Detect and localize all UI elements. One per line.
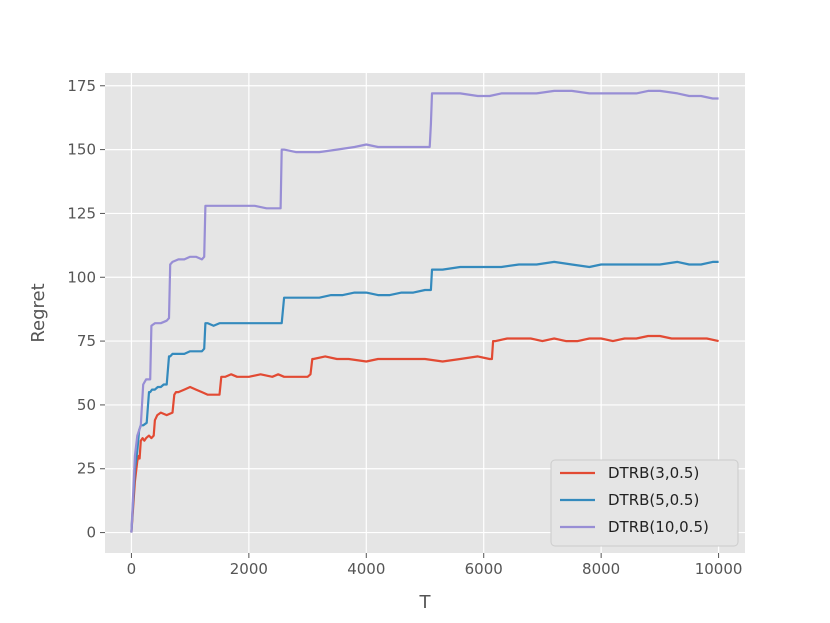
x-tick-label: 10000: [695, 560, 743, 578]
y-tick-label: 150: [67, 141, 96, 159]
series-layer: [130, 89, 719, 533]
series-line-3: [130, 89, 719, 533]
x-tick-label: 4000: [347, 560, 385, 578]
y-tick-label: 100: [67, 268, 96, 286]
legend-label-3: DTRB(10,0.5): [608, 518, 709, 536]
y-axis-label: Regret: [28, 283, 49, 342]
y-tick-label: 75: [77, 332, 96, 350]
x-tick-label: 6000: [465, 560, 503, 578]
legend-box: [550, 459, 739, 547]
legend: DTRB(3,0.5) DTRB(5,0.5) DTRB(10,0.5): [550, 459, 739, 547]
x-axis-ticks: 0 2000 4000 6000 8000 10000: [127, 553, 743, 578]
legend-label-1: DTRB(3,0.5): [608, 464, 699, 482]
y-tick-label: 125: [67, 204, 96, 222]
y-tick-label: 25: [77, 460, 96, 478]
x-tick-label: 0: [127, 560, 137, 578]
y-axis-ticks: 0 25 50 75 100 125 150 175: [67, 77, 105, 542]
y-tick-label: 175: [67, 77, 96, 95]
series-line-2: [130, 260, 719, 533]
x-tick-label: 8000: [582, 560, 620, 578]
grid-lines: [105, 73, 745, 553]
legend-label-2: DTRB(5,0.5): [608, 491, 699, 509]
y-tick-label: 50: [77, 396, 96, 414]
y-tick-label: 0: [86, 524, 96, 542]
x-axis-label: T: [419, 592, 432, 613]
series-line-1: [130, 334, 719, 533]
x-tick-label: 2000: [230, 560, 268, 578]
